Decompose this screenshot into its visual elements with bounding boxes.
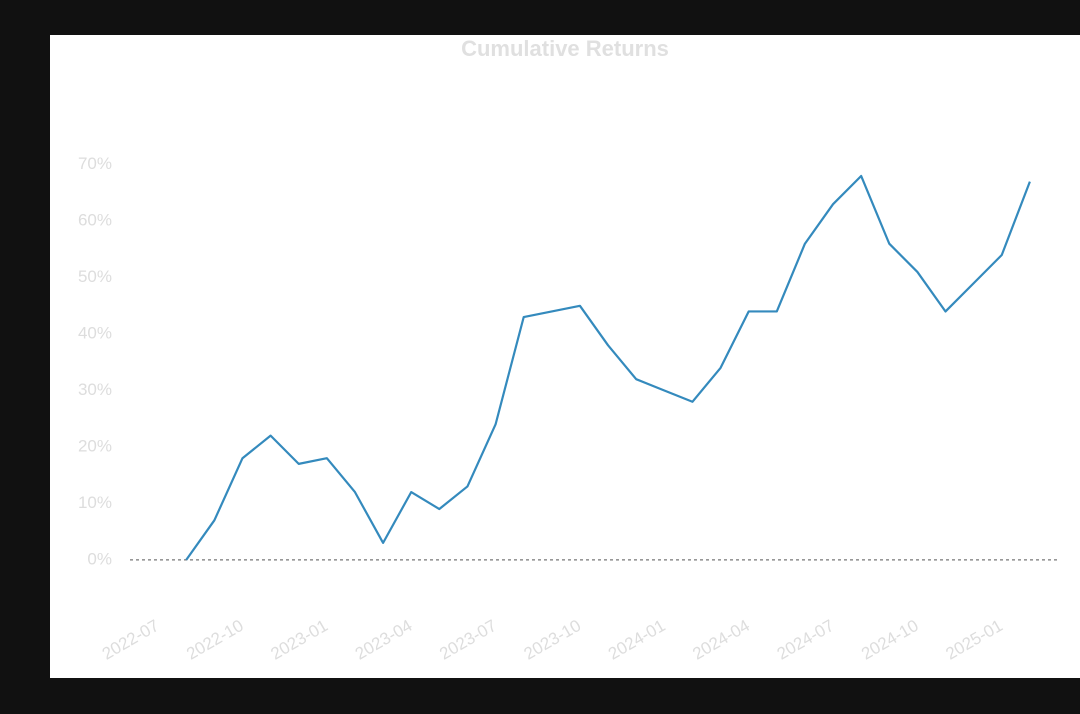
y-tick-label: 20% [78, 436, 112, 455]
y-tick-label: 30% [78, 380, 112, 399]
chart-title: Cumulative Returns [461, 36, 669, 61]
chart-panel [50, 35, 1080, 678]
y-tick-label: 70% [78, 154, 112, 173]
y-tick-label: 50% [78, 267, 112, 286]
y-tick-label: 60% [78, 211, 112, 230]
line-series [185, 174, 1031, 561]
y-tick-label: 40% [78, 324, 112, 343]
y-tick-label: 0% [87, 549, 112, 568]
y-tick-label: 10% [78, 493, 112, 512]
